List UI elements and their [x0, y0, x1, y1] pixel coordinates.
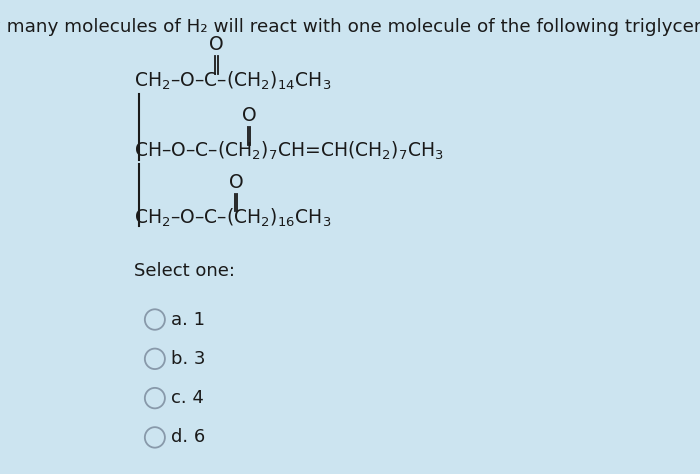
Text: O: O — [229, 173, 244, 192]
Text: O: O — [209, 35, 224, 54]
Text: d. 6: d. 6 — [171, 428, 205, 447]
Text: b. 3: b. 3 — [171, 350, 205, 368]
Text: c. 4: c. 4 — [171, 389, 204, 407]
Text: O: O — [241, 106, 256, 125]
Text: a. 1: a. 1 — [171, 310, 205, 328]
Text: Select one:: Select one: — [134, 262, 234, 280]
Text: CH–O–C–$\mathregular{(CH_2)_7}$CH=CH$\mathregular{(CH_2)_7}$$\mathregular{CH_3}$: CH–O–C–$\mathregular{(CH_2)_7}$CH=CH$\ma… — [134, 140, 444, 162]
Text: $\mathregular{CH_2}$–O–C–$\mathregular{(CH_2)_{14}CH_3}$: $\mathregular{CH_2}$–O–C–$\mathregular{(… — [134, 69, 331, 91]
Text: $\mathregular{CH_2}$–O–C–$\mathregular{(CH_2)_{16}CH_3}$: $\mathregular{CH_2}$–O–C–$\mathregular{(… — [134, 207, 331, 229]
Text: How many molecules of H₂ will react with one molecule of the following triglycer: How many molecules of H₂ will react with… — [0, 18, 700, 36]
